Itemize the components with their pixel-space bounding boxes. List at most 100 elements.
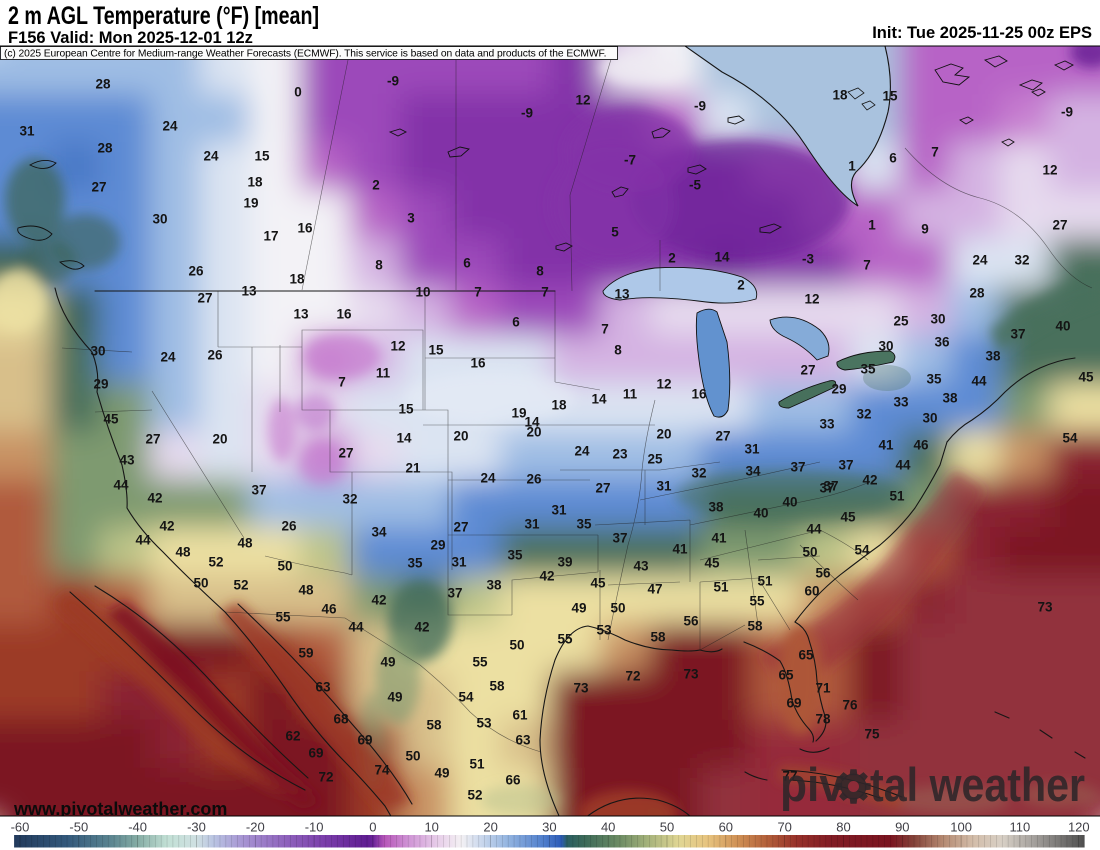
svg-text:48: 48 (175, 545, 191, 560)
svg-text:7: 7 (601, 322, 609, 337)
svg-text:2: 2 (668, 251, 676, 266)
svg-text:7: 7 (338, 375, 346, 390)
svg-text:F156 Valid: Mon 2025-12-01 12z: F156 Valid: Mon 2025-12-01 12z (8, 29, 253, 47)
svg-text:8: 8 (375, 258, 383, 273)
svg-text:27: 27 (595, 481, 610, 496)
svg-text:16: 16 (470, 356, 486, 371)
svg-text:30: 30 (152, 212, 167, 227)
svg-text:29: 29 (430, 538, 445, 553)
svg-text:44: 44 (895, 458, 911, 473)
svg-text:42: 42 (414, 620, 429, 635)
svg-text:26: 26 (207, 348, 223, 363)
svg-text:75: 75 (864, 727, 880, 742)
svg-text:14: 14 (396, 431, 412, 446)
svg-text:72: 72 (625, 669, 640, 684)
svg-text:30: 30 (878, 339, 893, 354)
svg-text:18: 18 (289, 272, 305, 287)
svg-text:56: 56 (815, 566, 831, 581)
svg-text:-3: -3 (802, 252, 814, 267)
svg-text:13: 13 (614, 287, 630, 302)
svg-text:3: 3 (407, 211, 415, 226)
svg-text:9: 9 (921, 222, 929, 237)
svg-text:37: 37 (447, 586, 462, 601)
svg-text:35: 35 (926, 372, 942, 387)
svg-text:20: 20 (453, 429, 468, 444)
svg-text:66: 66 (505, 773, 521, 788)
svg-text:69: 69 (308, 746, 323, 761)
svg-text:120: 120 (1068, 820, 1090, 835)
svg-text:20: 20 (526, 425, 541, 440)
svg-text:54: 54 (458, 690, 474, 705)
svg-text:37: 37 (819, 481, 834, 496)
svg-text:27: 27 (453, 520, 468, 535)
svg-text:25: 25 (893, 314, 909, 329)
svg-text:41: 41 (878, 438, 894, 453)
svg-text:43: 43 (633, 559, 649, 574)
svg-text:44: 44 (971, 374, 987, 389)
svg-text:1: 1 (868, 218, 876, 233)
svg-text:37: 37 (790, 460, 805, 475)
svg-text:44: 44 (135, 533, 151, 548)
svg-text:42: 42 (539, 569, 554, 584)
svg-text:18: 18 (551, 398, 567, 413)
svg-text:55: 55 (472, 655, 488, 670)
svg-text:42: 42 (147, 491, 162, 506)
svg-text:17: 17 (263, 229, 278, 244)
svg-text:33: 33 (819, 417, 835, 432)
svg-text:15: 15 (254, 149, 270, 164)
svg-text:50: 50 (509, 638, 524, 653)
svg-text:45: 45 (704, 556, 720, 571)
svg-text:14: 14 (714, 250, 730, 265)
svg-text:5: 5 (611, 225, 619, 240)
svg-text:43: 43 (119, 453, 135, 468)
svg-text:53: 53 (596, 623, 612, 638)
svg-text:37: 37 (838, 458, 853, 473)
svg-text:24: 24 (480, 471, 496, 486)
svg-text:30: 30 (930, 312, 945, 327)
svg-text:40: 40 (753, 506, 768, 521)
svg-text:59: 59 (298, 646, 313, 661)
svg-text:18: 18 (832, 88, 848, 103)
svg-text:60: 60 (719, 820, 733, 835)
svg-text:60: 60 (804, 584, 819, 599)
svg-text:72: 72 (318, 770, 333, 785)
svg-text:16: 16 (297, 221, 313, 236)
svg-text:35: 35 (860, 362, 876, 377)
svg-text:32: 32 (856, 407, 871, 422)
svg-text:40: 40 (601, 820, 615, 835)
svg-text:37: 37 (251, 483, 266, 498)
svg-text:24: 24 (972, 253, 988, 268)
svg-text:25: 25 (647, 452, 663, 467)
svg-text:30: 30 (90, 344, 105, 359)
svg-text:61: 61 (512, 708, 528, 723)
svg-text:65: 65 (778, 668, 794, 683)
svg-text:12: 12 (1042, 163, 1057, 178)
svg-text:20: 20 (212, 432, 227, 447)
svg-text:7: 7 (474, 285, 482, 300)
svg-text:11: 11 (376, 366, 391, 381)
svg-text:51: 51 (757, 574, 773, 589)
svg-text:55: 55 (275, 610, 291, 625)
svg-text:20: 20 (656, 427, 671, 442)
svg-text:16: 16 (336, 307, 352, 322)
svg-text:46: 46 (913, 438, 929, 453)
svg-text:-60: -60 (11, 820, 30, 835)
svg-text:55: 55 (557, 632, 573, 647)
svg-text:(c) 2025 European Centre for M: (c) 2025 European Centre for Medium-rang… (4, 49, 606, 60)
svg-text:7: 7 (931, 145, 939, 160)
svg-text:78: 78 (815, 712, 831, 727)
svg-text:50: 50 (405, 749, 420, 764)
svg-text:35: 35 (576, 517, 592, 532)
svg-text:68: 68 (333, 712, 349, 727)
svg-text:7: 7 (541, 285, 549, 300)
svg-text:24: 24 (162, 119, 178, 134)
svg-text:39: 39 (557, 555, 572, 570)
svg-text:14: 14 (591, 392, 607, 407)
svg-text:-5: -5 (689, 178, 701, 193)
svg-text:24: 24 (203, 149, 219, 164)
svg-text:tal weather: tal weather (870, 758, 1085, 811)
svg-text:28: 28 (97, 141, 113, 156)
svg-text:28: 28 (969, 286, 985, 301)
svg-text:2 m AGL Temperature (°F) [mean: 2 m AGL Temperature (°F) [mean] (8, 2, 319, 30)
svg-text:44: 44 (113, 478, 129, 493)
